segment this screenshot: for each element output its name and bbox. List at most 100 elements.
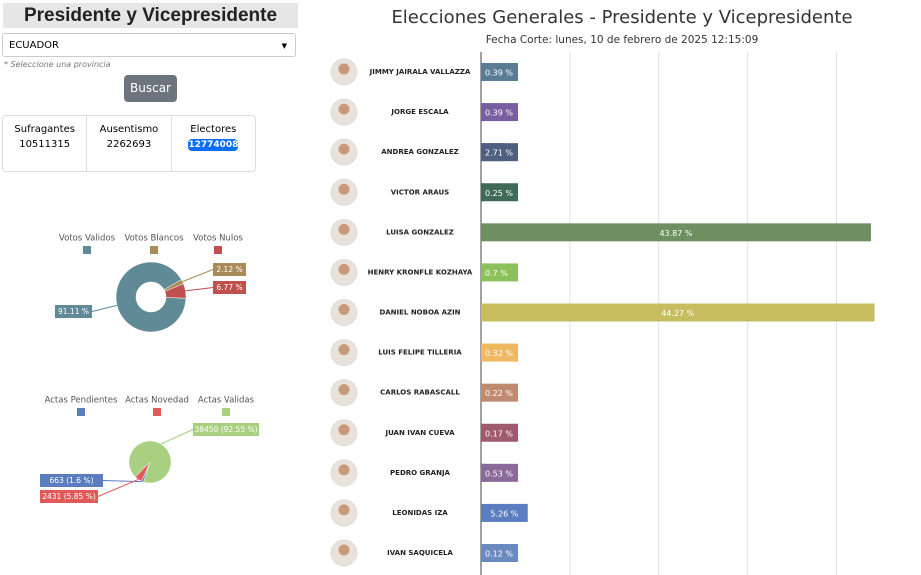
label-bg (481, 183, 518, 202)
photo-head (338, 304, 350, 315)
candidate-photo (330, 58, 358, 86)
legend-label: Votos Blancos (124, 234, 184, 244)
candidate-photo (330, 419, 358, 447)
connector (160, 429, 194, 445)
bar (481, 63, 485, 81)
data-label: 0.25 % (485, 189, 513, 198)
label-bg (213, 263, 246, 276)
data-label: 0.39 % (485, 109, 513, 118)
slice (115, 261, 187, 333)
bar (481, 103, 485, 122)
data-label: 44.27 % (661, 309, 694, 318)
label-bg (481, 343, 518, 362)
chart-subtitle: Fecha Corte: lunes, 10 de febrero de 202… (486, 34, 759, 46)
slice (141, 461, 151, 483)
photo-head (338, 223, 350, 235)
photo-head (338, 63, 350, 75)
bar (481, 303, 875, 322)
stat-label: Ausentismo (99, 124, 159, 135)
connector (91, 304, 118, 312)
photo-head (338, 143, 350, 155)
data-label: 0.17 % (485, 429, 513, 438)
legend-label: Actas Novedad (125, 396, 189, 406)
legend-swatch (222, 408, 230, 416)
select-caret: ▼ (281, 42, 287, 50)
slice (163, 279, 184, 292)
stat: Ausentismo 2262693 (87, 116, 172, 171)
legend-swatch (83, 246, 91, 254)
label-bg (481, 63, 518, 81)
candidate-photo (330, 218, 358, 246)
slice (128, 440, 172, 484)
candidate-name: HENRY KRONFLE KOZHAYA (368, 268, 473, 276)
search-button[interactable]: Buscar (124, 75, 177, 102)
data-label: 91.11 % (58, 307, 89, 316)
data-label: 2431 (5.85 %) (42, 492, 96, 501)
bar (481, 383, 483, 402)
bar (481, 183, 484, 202)
label-bg (40, 490, 98, 503)
select-hint: * Seleccione una provincia (4, 60, 111, 69)
candidate-photo (330, 299, 358, 326)
photo-head (338, 263, 350, 275)
bar (481, 343, 484, 362)
stats-card: Sufragantes 10511315 Ausentismo 2262693 El… (2, 115, 256, 172)
candidate-photo (330, 178, 358, 206)
data-label: 5.26 % (490, 509, 518, 518)
label-bg (193, 423, 259, 436)
candidate-name: VICTOR ARAUS (391, 188, 449, 196)
candidate-name: JORGE ESCALA (390, 108, 449, 116)
label-bg (481, 143, 518, 162)
legend-label: Actas Validas (198, 396, 255, 406)
data-label: 0.32 % (485, 349, 513, 358)
candidate-name: JUAN IVAN CUEVA (384, 429, 455, 437)
photo-head (338, 424, 350, 436)
candidate-photo (330, 499, 358, 527)
candidate-name: PEDRO GRANJA (390, 469, 451, 477)
label-bg (481, 103, 518, 122)
photo-head (338, 384, 350, 396)
stat-value: 2262693 (106, 139, 152, 150)
candidate-name: LUIS FELIPE TILLERIA (378, 349, 462, 357)
legend-label: Votos Nulos (193, 234, 243, 244)
candidate-name: ANDREA GONZALEZ (381, 148, 458, 156)
candidate-name: DANIEL NOBOA AZIN (379, 309, 460, 317)
label-bg (40, 474, 103, 487)
candidate-photo (330, 379, 358, 407)
legend-swatch (153, 408, 161, 416)
candidate-name: IVAN SAQUICELA (387, 549, 453, 557)
candidate-photo (330, 539, 358, 567)
stat: Electores 12774008 (172, 116, 255, 171)
data-label: 38450 (92.55 %) (194, 425, 257, 434)
connector (182, 269, 214, 283)
legend-label: Actas Pendientes (45, 396, 118, 406)
candidate-photo (330, 98, 358, 126)
label-bg (213, 281, 246, 294)
stat-value: 10511315 (19, 139, 71, 150)
label-bg (481, 263, 518, 282)
data-label: 663 (1.6 %) (50, 476, 94, 485)
bar (481, 263, 488, 282)
label-bg (55, 305, 92, 318)
label-bg (481, 383, 518, 402)
data-label: 2.71 % (485, 149, 513, 158)
data-label: 0.7 % (485, 269, 508, 278)
candidate-photo (330, 138, 358, 166)
bar (481, 423, 483, 442)
stat-badge: 12774008 (188, 139, 239, 151)
label-bg (481, 423, 518, 442)
data-label: 43.87 % (659, 229, 692, 238)
bar (481, 544, 483, 562)
data-label: 0.53 % (485, 469, 513, 478)
slice (164, 283, 187, 299)
photo-head (338, 464, 350, 476)
candidate-name: CARLOS RABASCALL (380, 389, 460, 397)
stat-label: Electores (190, 124, 237, 135)
data-label: 2.12 % (216, 265, 242, 274)
province-select[interactable]: ECUADOR ▼ (2, 33, 296, 57)
data-label: 0.22 % (485, 389, 513, 398)
legend-swatch (214, 246, 222, 254)
candidate-photo (330, 459, 358, 487)
panel-title: Presidente y Vicepresidente (3, 3, 298, 28)
